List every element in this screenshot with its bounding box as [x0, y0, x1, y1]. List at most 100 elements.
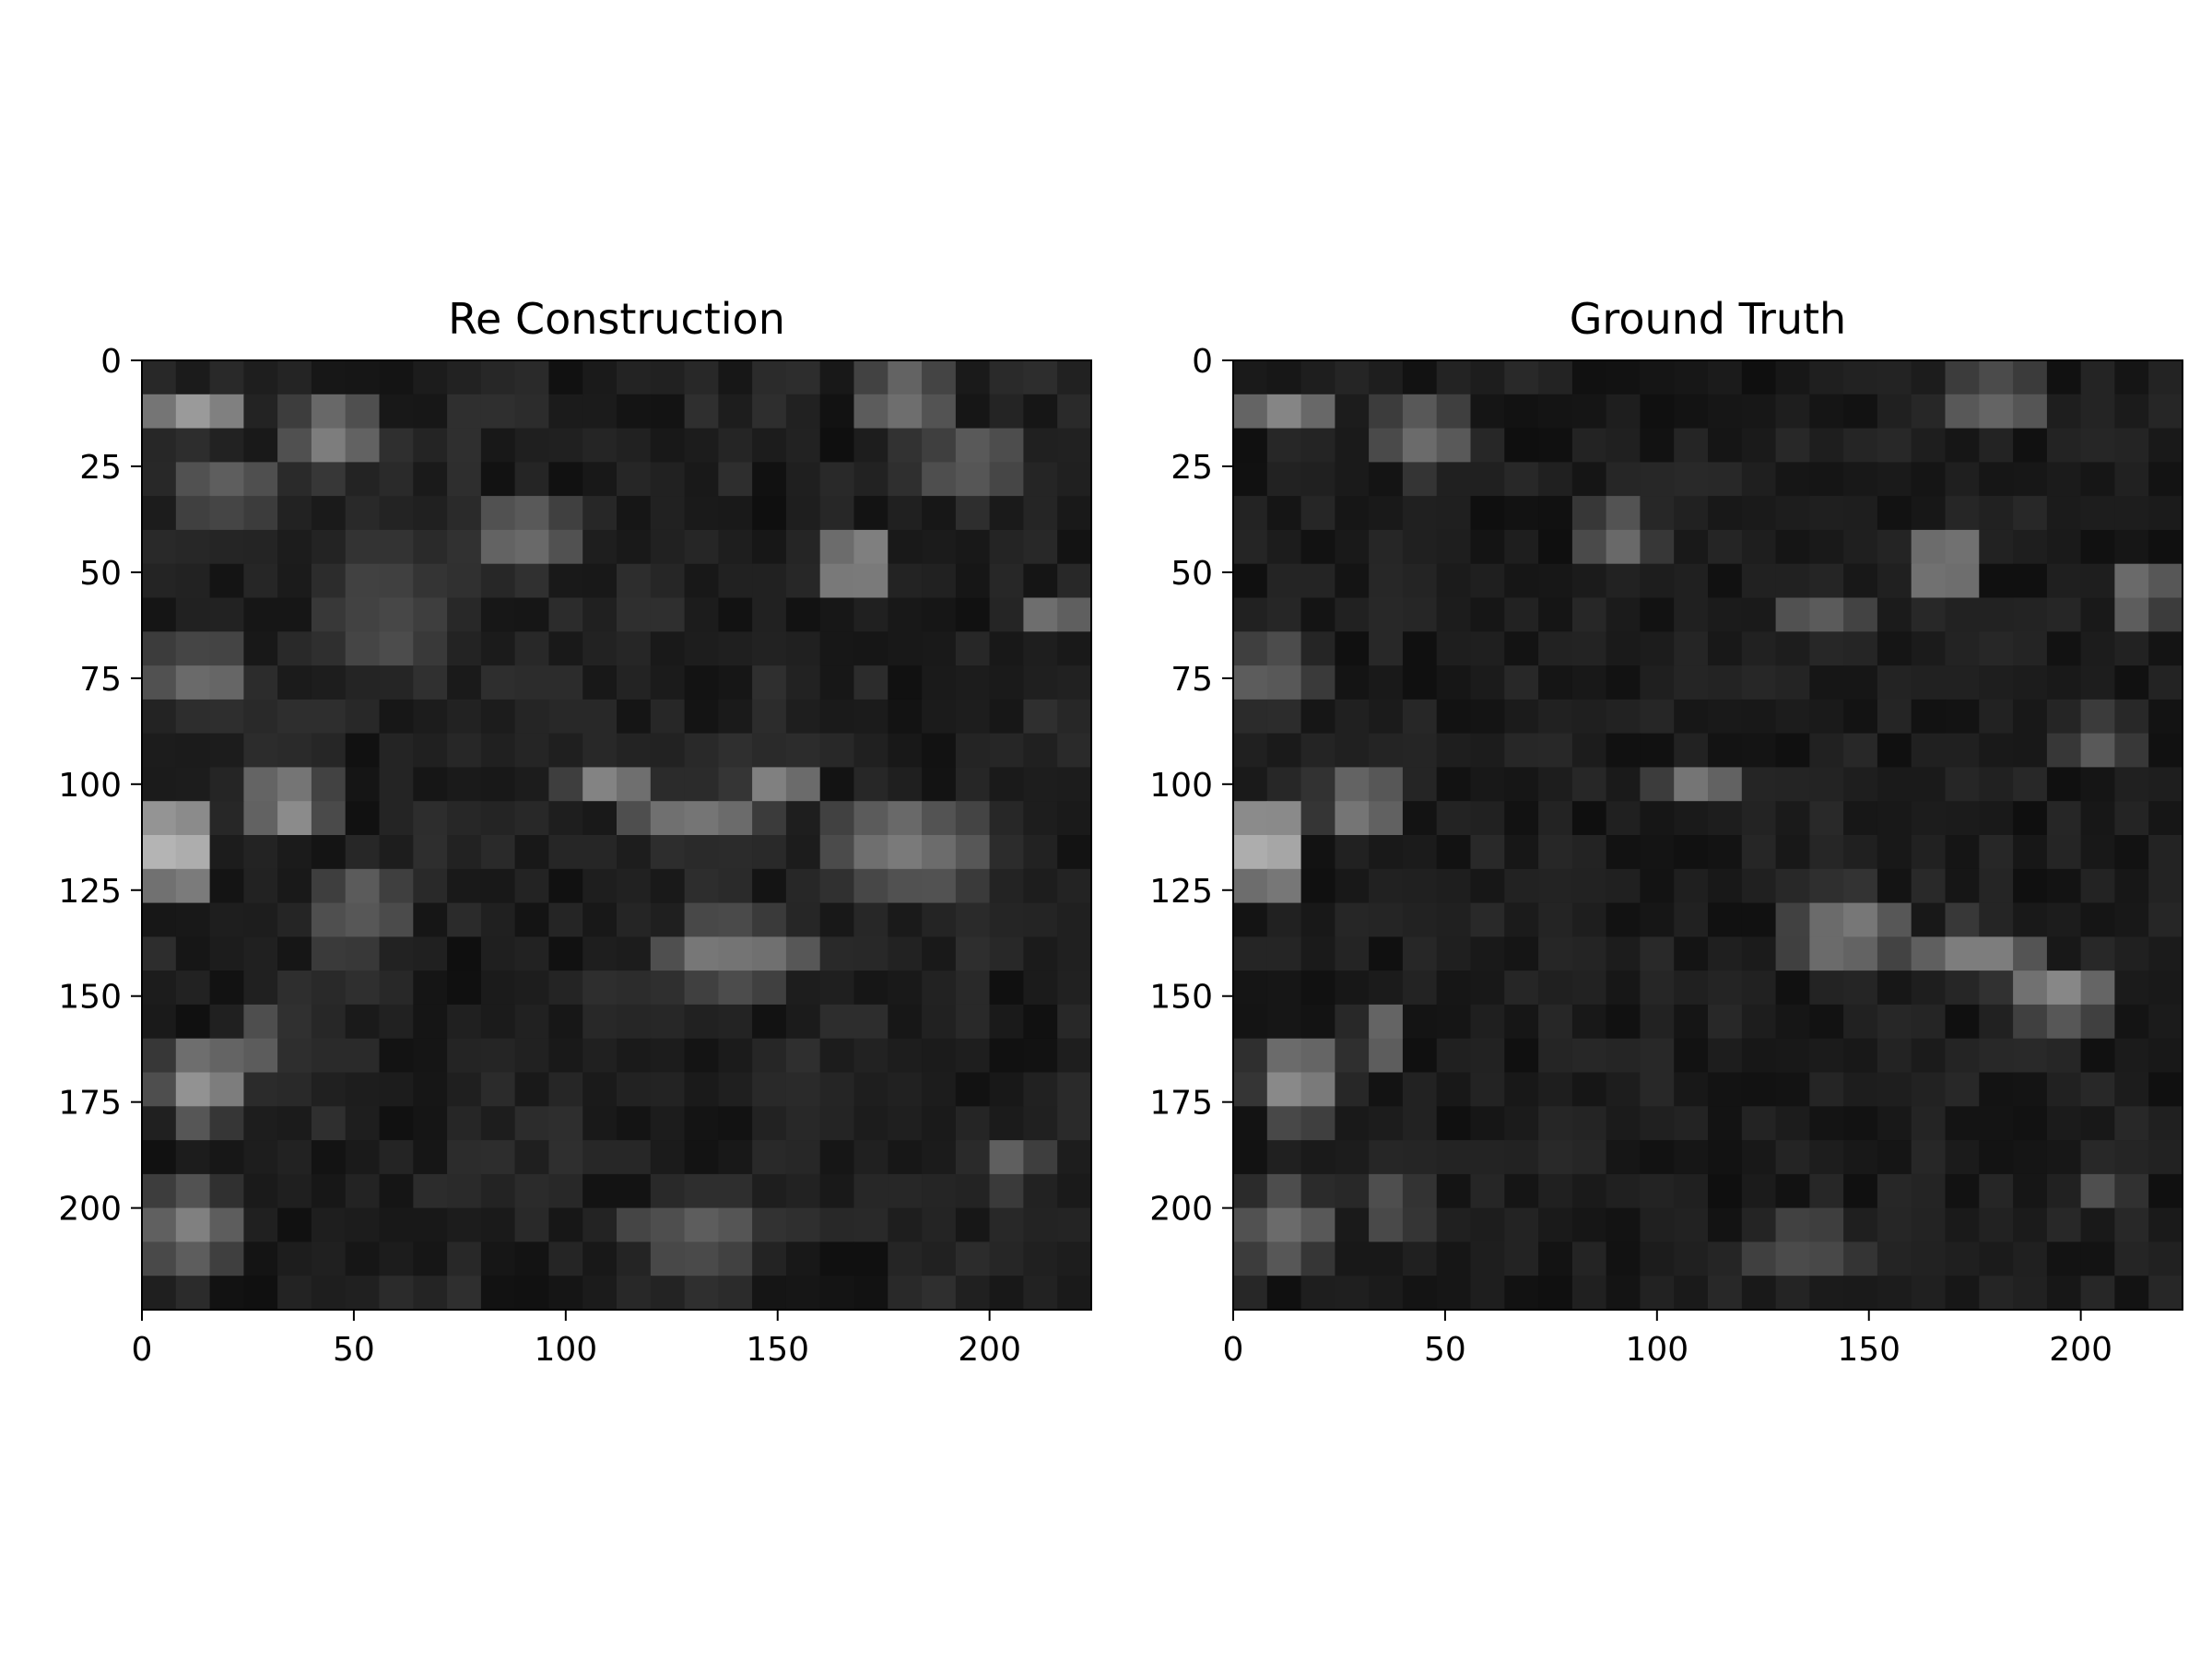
heatmap-cell [1674, 1241, 1709, 1277]
heatmap-cell [1945, 1038, 1980, 1074]
heatmap-cell [1606, 1140, 1641, 1175]
heatmap-cell [1979, 1140, 2014, 1175]
heatmap-cell [1266, 529, 1302, 565]
heatmap-cell [1877, 529, 1912, 565]
heatmap-cell [582, 767, 618, 802]
heatmap-cell [243, 496, 278, 531]
heatmap-cell [819, 936, 855, 971]
heatmap-cell [1233, 1004, 1268, 1040]
heatmap-cell [853, 1106, 888, 1141]
heatmap-cell [379, 801, 414, 836]
heatmap-cell [1606, 835, 1641, 870]
heatmap-cell [311, 1004, 347, 1040]
heatmap-cell [447, 1207, 482, 1242]
heatmap-cell [785, 1140, 821, 1175]
heatmap-cell [1877, 394, 1912, 429]
heatmap-cell [1877, 835, 1912, 870]
heatmap-cell [1877, 1004, 1912, 1040]
heatmap-cell [785, 1276, 821, 1311]
heatmap-cell [2046, 1241, 2082, 1277]
heatmap-cell [819, 529, 855, 565]
heatmap-cell [1369, 428, 1404, 463]
heatmap-cell [1809, 767, 1844, 802]
heatmap-cell [1945, 699, 1980, 735]
heatmap-cell [1640, 1241, 1675, 1277]
heatmap-cell [1674, 835, 1709, 870]
heatmap-cell [1843, 1140, 1878, 1175]
heatmap-cell [1674, 1207, 1709, 1242]
heatmap-cell [1877, 1276, 1912, 1311]
heatmap-cell [1809, 699, 1844, 735]
heatmap-cell [1436, 360, 1472, 395]
heatmap-cell [1979, 631, 2014, 666]
heatmap-cell [480, 360, 516, 395]
heatmap-cell [1335, 733, 1370, 768]
heatmap-cell [1979, 1038, 2014, 1074]
heatmap-cell [718, 394, 753, 429]
panel-title-ground-truth: Ground Truth [1570, 294, 1846, 344]
heatmap-cell [1300, 1072, 1335, 1107]
heatmap-cell [1369, 394, 1404, 429]
heatmap-cell [142, 767, 177, 802]
heatmap-cell [1775, 868, 1810, 904]
heatmap-cell [1979, 597, 2014, 632]
heatmap-cell [617, 699, 652, 735]
heatmap-cell [1708, 1276, 1743, 1311]
heatmap-cell [1640, 1207, 1675, 1242]
heatmap-cell [2046, 767, 2082, 802]
heatmap-cell [2080, 1241, 2115, 1277]
heatmap-cell [1470, 360, 1505, 395]
heatmap-cell [1436, 1004, 1472, 1040]
heatmap-cell [684, 631, 719, 666]
heatmap-cell [1843, 1004, 1878, 1040]
heatmap-cell [1300, 936, 1335, 971]
heatmap-cell [1843, 1173, 1878, 1209]
heatmap-cell [379, 1173, 414, 1209]
heatmap-cell [1708, 496, 1743, 531]
heatmap-cell [1640, 902, 1675, 937]
heatmap-cell [1402, 563, 1438, 599]
heatmap-cell [209, 394, 244, 429]
heatmap-cell [888, 1241, 923, 1277]
heatmap-cell [1708, 1241, 1743, 1277]
heatmap-cell [718, 597, 753, 632]
heatmap-cell [989, 462, 1024, 497]
heatmap-cell [1911, 1038, 1947, 1074]
heatmap-cell [1775, 1072, 1810, 1107]
heatmap-cell [480, 529, 516, 565]
heatmap-cell [1843, 360, 1878, 395]
heatmap-cell [955, 801, 991, 836]
heatmap-cell [379, 597, 414, 632]
heatmap-cell [718, 1276, 753, 1311]
y-tick-label: 50 [1171, 555, 1213, 593]
heatmap-cell [888, 462, 923, 497]
heatmap-cell [1911, 699, 1947, 735]
heatmap-cell [582, 936, 618, 971]
heatmap-cell [1911, 902, 1947, 937]
heatmap-cell [345, 1072, 381, 1107]
heatmap-cell [718, 1140, 753, 1175]
heatmap-cell [1911, 597, 1947, 632]
heatmap-cell [1571, 1004, 1607, 1040]
heatmap-cell [922, 462, 957, 497]
heatmap-cell [1979, 1072, 2014, 1107]
heatmap-cell [922, 902, 957, 937]
heatmap-cell [1057, 496, 1092, 531]
heatmap-cell [1674, 462, 1709, 497]
heatmap-cell [1233, 868, 1268, 904]
heatmap-cell [1369, 868, 1404, 904]
heatmap-cell [175, 1241, 211, 1277]
heatmap-cell [1538, 902, 1573, 937]
heatmap-cell [1640, 971, 1675, 1006]
heatmap-cell [1606, 1173, 1641, 1209]
heatmap-cell [1504, 529, 1539, 565]
heatmap-cell [1335, 699, 1370, 735]
heatmap-cell [142, 529, 177, 565]
heatmap-cell [480, 665, 516, 700]
heatmap-cell [1741, 394, 1777, 429]
heatmap-cell [2114, 496, 2149, 531]
heatmap-cell [1538, 428, 1573, 463]
heatmap-cell [1436, 971, 1472, 1006]
heatmap-cell [1911, 767, 1947, 802]
heatmap-cell [1538, 868, 1573, 904]
